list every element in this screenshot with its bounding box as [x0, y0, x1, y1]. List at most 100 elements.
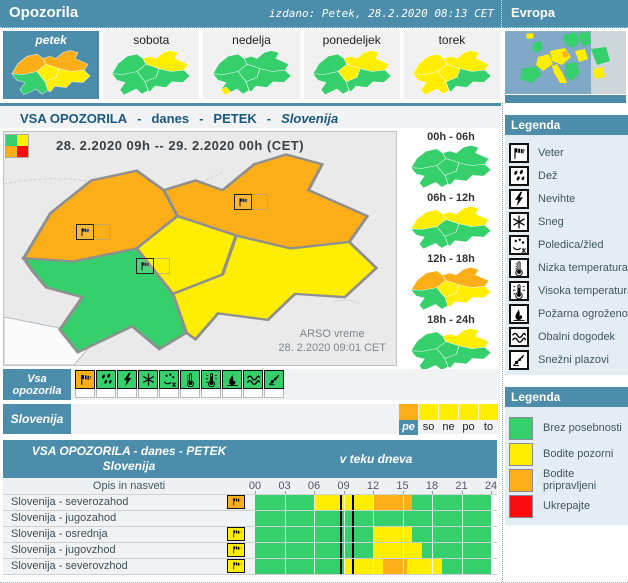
row-wind-warning-box[interactable]	[227, 559, 245, 573]
slovenia-warning-map[interactable]: 28. 2.2020 09h -- 29. 2.2020 00h (CET) A…	[3, 131, 397, 366]
legend-sidebar: Legenda Veter Dež Nevihte Sneg Poledica/žled…	[502, 103, 628, 582]
high-temp-status-box	[201, 370, 221, 389]
mini-day-to[interactable]: to	[479, 404, 498, 435]
slovenia-regions[interactable]	[10, 148, 390, 365]
mini-day-selector: pe so ne po to	[399, 404, 498, 435]
timeline-segment	[422, 543, 491, 558]
table-row: Slovenija - severozahod	[3, 495, 497, 511]
levels-mini-legend	[5, 134, 29, 158]
day-tab-label: torek	[438, 33, 466, 47]
level-swatch	[509, 442, 533, 466]
legend-item-label: Nizka temperatura	[538, 261, 628, 274]
mini-day-so[interactable]: so	[419, 404, 438, 435]
low-temp-icon	[186, 373, 194, 387]
fire-icon-box	[509, 303, 529, 324]
legend-item-fire: Požarna ogroženost	[509, 302, 628, 325]
legend-item-ice: Poledica/žled	[509, 233, 628, 256]
fire-icon	[226, 373, 238, 386]
hour-label: 18	[425, 480, 439, 492]
wind-icon	[239, 198, 248, 207]
avalanche-icon-box	[509, 349, 529, 370]
legend-item-label: Obalni dogodek	[538, 330, 616, 343]
mini-day-swatch	[479, 404, 498, 420]
row-icon-cell	[215, 543, 255, 558]
mini-day-swatch	[439, 404, 458, 420]
wind-icon-box	[509, 142, 529, 163]
level-swatch	[509, 468, 533, 492]
legend-item-label: Poledica/žled	[538, 238, 604, 251]
hour-label: 03	[278, 480, 291, 492]
day-tab-torek[interactable]: torek	[403, 31, 501, 99]
snow-icon	[513, 215, 525, 228]
high-temp-icon-box	[509, 280, 529, 301]
warning-subcell	[117, 389, 137, 398]
warning-subcell	[201, 389, 221, 398]
day-tab-ponedeljek[interactable]: ponedeljek	[303, 31, 400, 99]
day-tab-label: nedelja	[232, 33, 271, 47]
mini-day-pe[interactable]: pe	[399, 404, 418, 435]
europe-section-header[interactable]: Evropa	[501, 0, 628, 27]
coastal-icon-box	[509, 326, 529, 347]
low-temp-icon-box	[509, 257, 529, 278]
europe-panel-footer	[505, 95, 626, 103]
low-temp-status-box	[180, 370, 200, 389]
legend-item-storm: Nevihte	[509, 187, 628, 210]
day-tabs: petek sobota nedelja ponedeljek torek	[3, 31, 501, 99]
day-tab-label: ponedeljek	[322, 33, 381, 47]
all-warnings-title: VSA OPOZORILA - danes - PETEK - Slovenija	[0, 103, 501, 128]
wind-icon	[232, 546, 240, 554]
warning-subcell	[180, 389, 200, 398]
europe-label[interactable]: Evropa	[511, 5, 556, 20]
hour-label: 06	[307, 480, 321, 492]
interval-map-12h18h[interactable]: 12h - 18h	[402, 253, 500, 314]
level-swatch	[509, 416, 533, 440]
interval-map-06h12h[interactable]: 06h - 12h	[402, 192, 500, 253]
mini-day-label: ne	[442, 421, 455, 433]
day-tab-petek[interactable]: petek	[3, 31, 100, 99]
wind-icon	[81, 228, 90, 237]
row-wind-warning-box[interactable]	[227, 543, 245, 557]
map-valid-period: 28. 2.2020 09h -- 29. 2.2020 00h (CET)	[56, 138, 305, 153]
mini-day-label: to	[483, 421, 494, 433]
europe-map[interactable]	[505, 31, 626, 94]
europe-map-panel[interactable]	[505, 31, 626, 103]
wind-icon	[141, 262, 150, 271]
hour-label: 09	[337, 480, 350, 492]
legend-item-high-temp: Visoka temperatura	[509, 279, 628, 302]
interval-map-18h24h[interactable]: 18h - 24h	[402, 314, 500, 375]
current-time-marker	[352, 559, 355, 574]
mini-day-ne[interactable]: ne	[439, 404, 458, 435]
day-tab-sobota[interactable]: sobota	[103, 31, 200, 99]
app-header: Opozorila izdano: Petek, 28.2.2020 08:13…	[0, 0, 628, 28]
interval-label: 18h - 24h	[427, 314, 475, 326]
interval-label: 06h - 12h	[427, 192, 475, 204]
day-tab-nedelja[interactable]: nedelja	[203, 31, 300, 99]
title-vsa-opozorila: VSA OPOZORILA	[20, 111, 128, 126]
current-time-marker	[339, 543, 342, 558]
row-wind-warning-box[interactable]	[227, 527, 245, 541]
timeline-segment	[343, 559, 383, 574]
legend-item-coastal: Obalni dogodek	[509, 325, 628, 348]
ice-status-box	[159, 370, 179, 389]
interval-map-00h06h[interactable]: 00h - 06h	[402, 131, 500, 192]
rain-icon	[514, 169, 525, 180]
page-title: Opozorila	[9, 4, 79, 21]
legend-item-label: Sneg	[538, 215, 564, 228]
table-rows: Slovenija - severozahod Slovenija - jugoz…	[3, 495, 497, 575]
row-timeline	[255, 543, 491, 558]
row-wind-warning-box[interactable]	[227, 495, 245, 509]
current-time-marker	[352, 543, 355, 558]
table-subheader: Opis in nasveti 00 03 06 09 12 15 18 21 24	[3, 478, 497, 495]
legend-warnings-list: Veter Dež Nevihte Sneg Poledica/žled Nizka te…	[505, 135, 628, 375]
day-tab-label: sobota	[133, 33, 170, 47]
mini-day-po[interactable]: po	[459, 404, 478, 435]
hour-label: 12	[366, 480, 380, 492]
interval-maps: 00h - 06h 06h - 12h 12h - 18h 18h - 24h	[402, 131, 500, 378]
title-day: PETEK	[213, 111, 257, 126]
level-item-green: Brez posebnosti	[509, 415, 628, 441]
row-timeline	[255, 511, 491, 526]
row-timeline	[255, 559, 491, 574]
row-icon-cell	[215, 511, 255, 526]
mini-day-label: po	[462, 421, 475, 433]
